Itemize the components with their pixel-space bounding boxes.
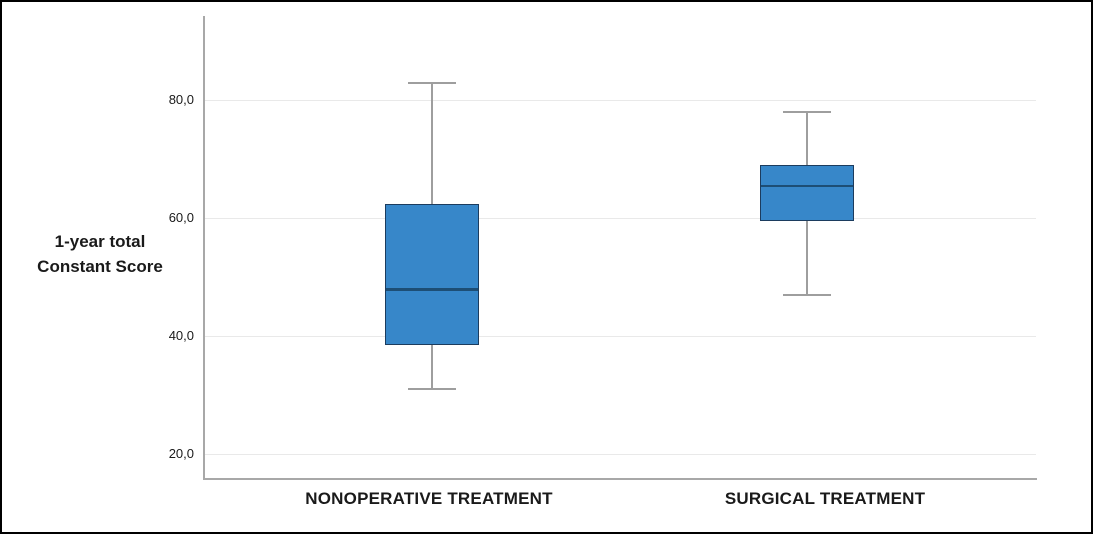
lower-whisker-nonoperative-treatment [430, 345, 433, 390]
y-axis-title-line1: 1-year total [54, 232, 146, 251]
upper-whisker-nonoperative-treatment [430, 82, 433, 204]
y-axis-title-line2: Constant Score [37, 257, 163, 276]
lower-whisker-surgical-treatment [806, 221, 809, 295]
y-axis-line [203, 16, 205, 480]
min-whisker-cap-surgical-treatment [783, 293, 832, 296]
gridline-60 [205, 217, 1036, 219]
max-whisker-cap-surgical-treatment [783, 111, 832, 114]
y-tick-label-60: 60,0 [168, 210, 194, 226]
gridline-80 [205, 99, 1036, 101]
median-line-nonoperative-treatment [385, 288, 478, 291]
y-tick-label-40: 40,0 [168, 328, 194, 344]
gridline-40 [205, 335, 1036, 337]
median-line-surgical-treatment [761, 184, 854, 188]
max-whisker-cap-nonoperative-treatment [407, 81, 456, 84]
y-tick-label-20: 20,0 [168, 446, 194, 462]
y-tick-label-80: 80,0 [168, 92, 194, 108]
iqr-box-surgical-treatment [760, 165, 855, 222]
x-axis-line [203, 478, 1037, 480]
gridline-20 [205, 453, 1036, 455]
iqr-box-nonoperative-treatment [384, 203, 479, 346]
category-label-nonoperative-treatment: NONOPERATIVE TREATMENT [305, 489, 553, 508]
y-axis-title: 1-year total Constant Score [20, 229, 180, 279]
min-whisker-cap-nonoperative-treatment [407, 388, 456, 391]
category-label-surgical-treatment: SURGICAL TREATMENT [724, 489, 926, 508]
upper-whisker-surgical-treatment [806, 112, 809, 166]
